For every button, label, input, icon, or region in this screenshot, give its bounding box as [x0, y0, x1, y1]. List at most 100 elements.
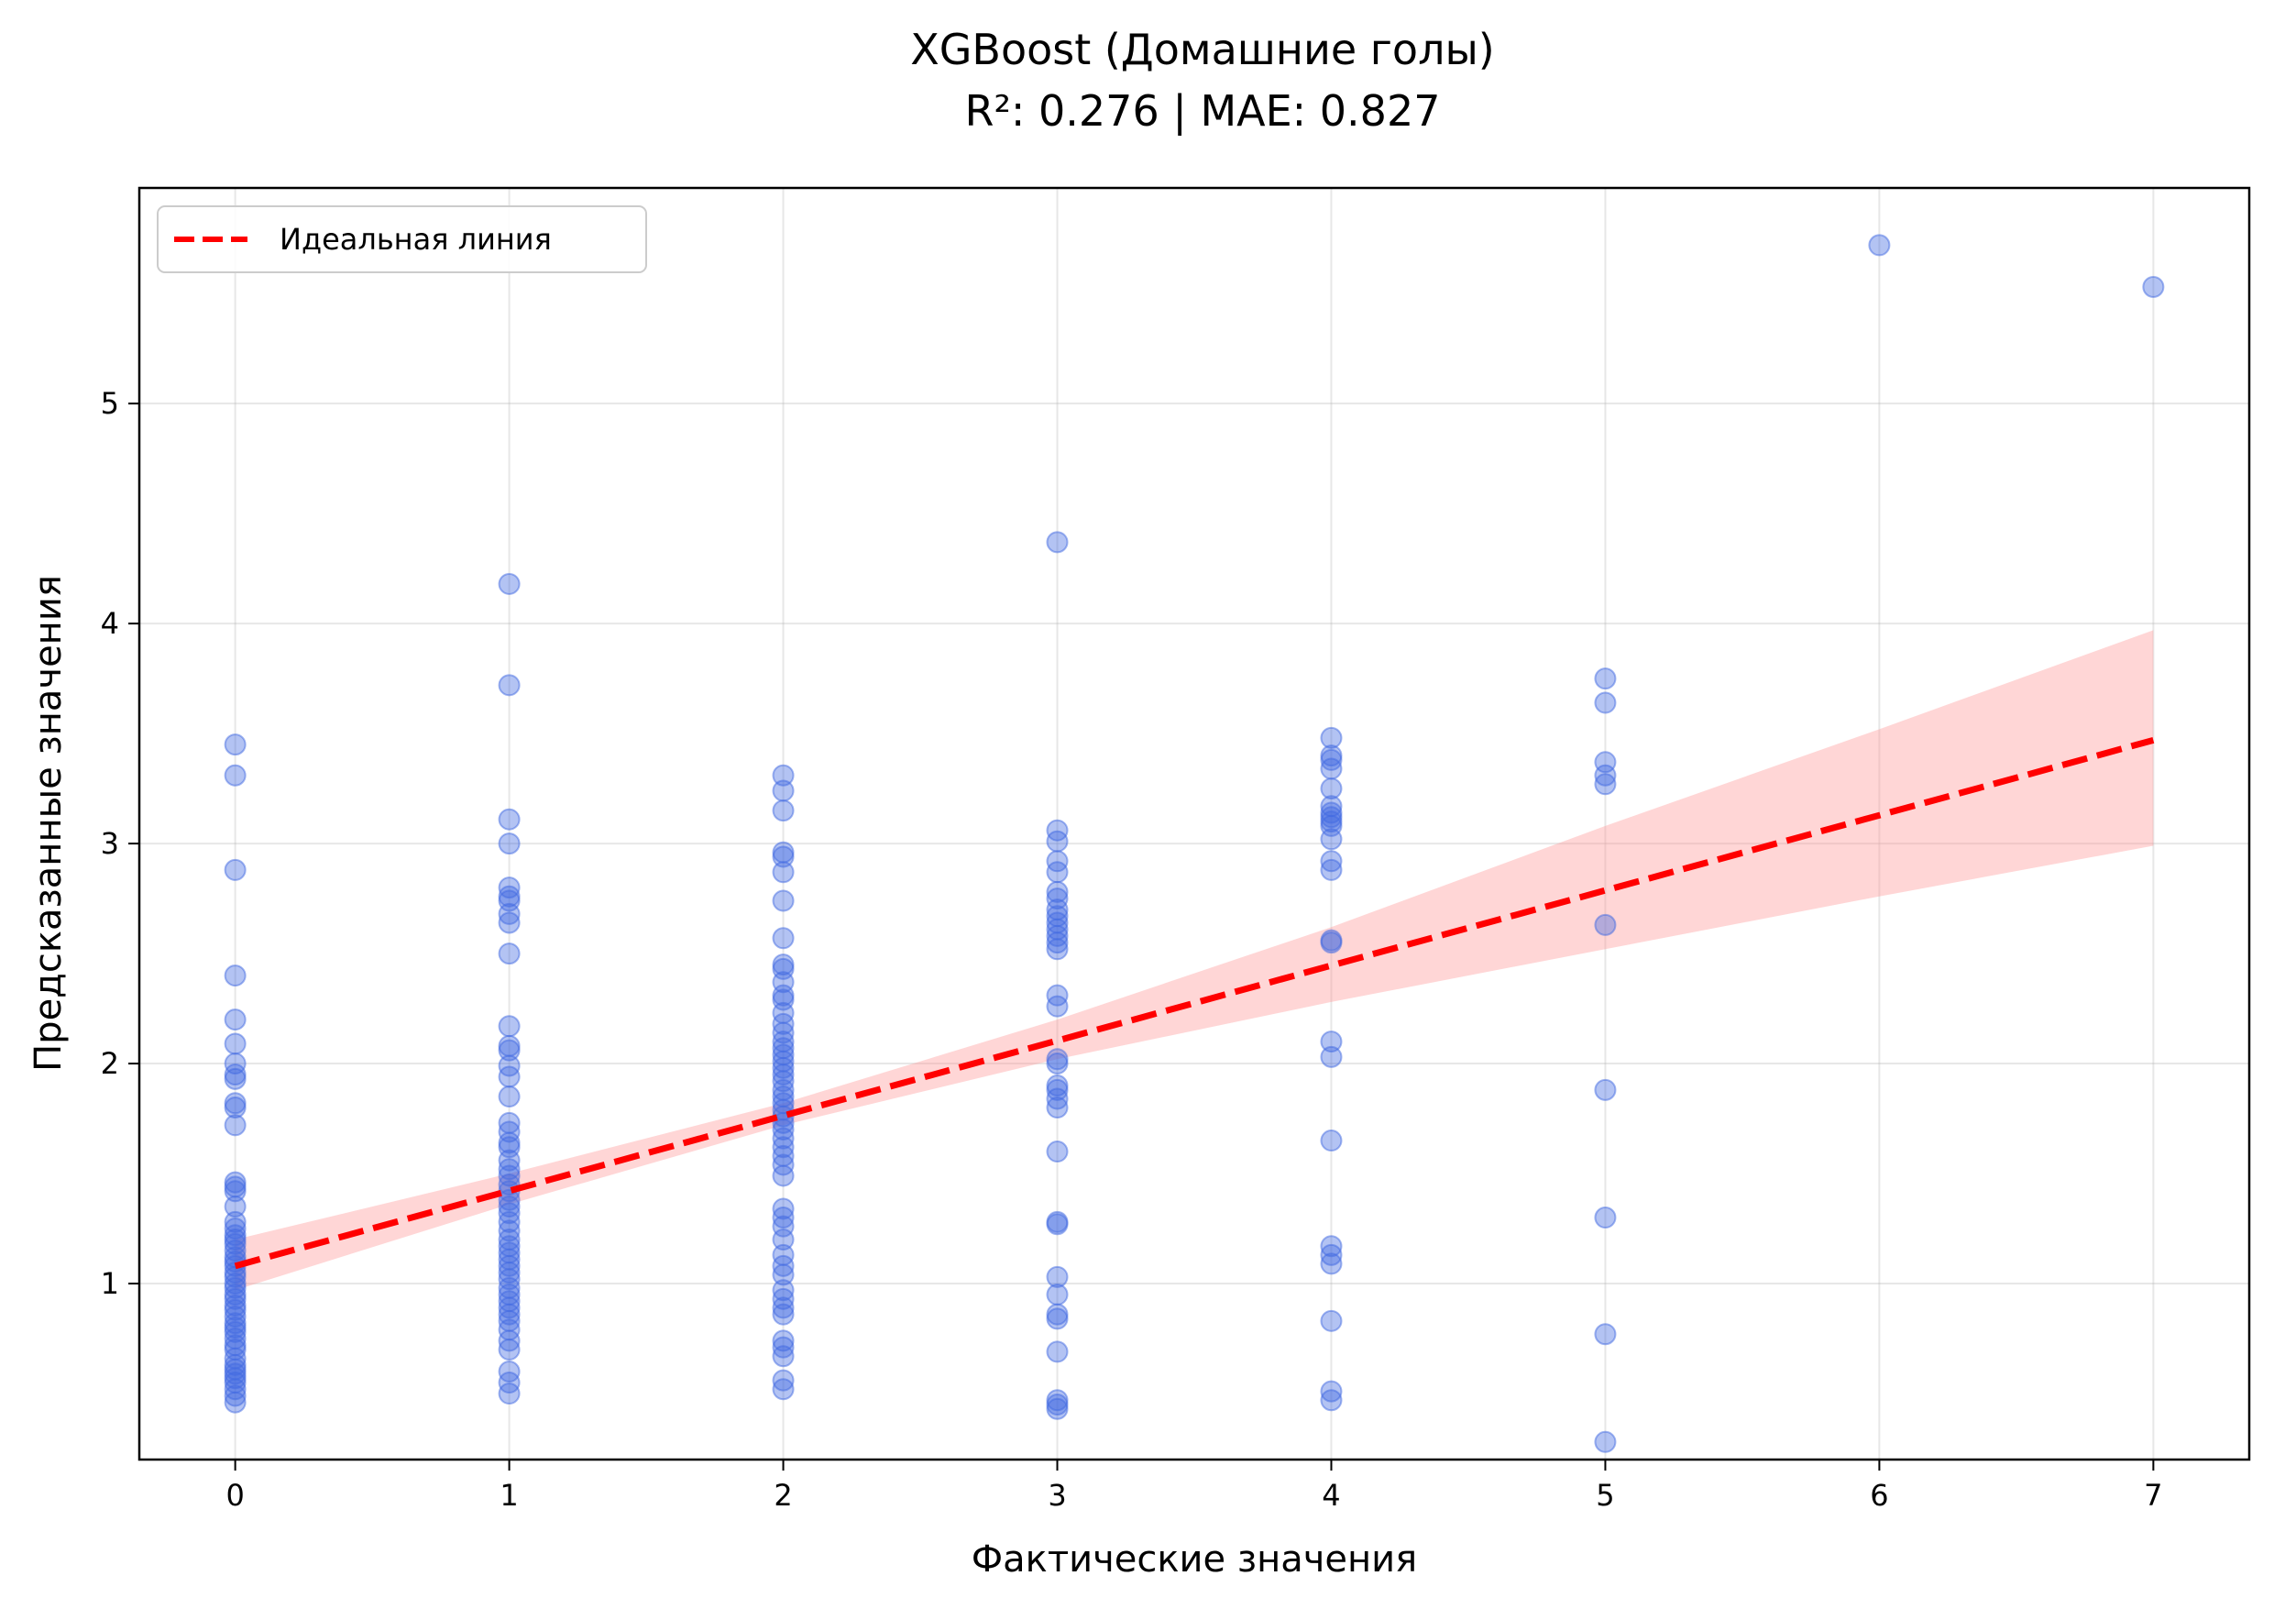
- data-point: [224, 1067, 247, 1090]
- data-point: [498, 808, 521, 831]
- data-point: [498, 1196, 521, 1218]
- data-point: [1320, 858, 1343, 881]
- data-point: [1320, 828, 1343, 851]
- data-point: [498, 1086, 521, 1108]
- ideal-line: [234, 736, 2155, 1270]
- data-point: [772, 1369, 795, 1392]
- data-point: [1594, 1430, 1617, 1453]
- plot-frame: [137, 186, 2251, 1461]
- data-point: [772, 764, 795, 787]
- data-point: [1320, 748, 1343, 771]
- data-point: [772, 1254, 795, 1277]
- data-point: [1046, 1052, 1069, 1075]
- data-point: [224, 1008, 247, 1031]
- data-point: [498, 1329, 521, 1352]
- data-point: [1046, 1284, 1069, 1306]
- data-point: [1320, 1235, 1343, 1258]
- data-point: [2142, 275, 2165, 298]
- data-point: [498, 1149, 521, 1172]
- data-point: [498, 1065, 521, 1088]
- data-point: [224, 858, 247, 881]
- data-point: [498, 1219, 521, 1242]
- data-point: [772, 1127, 795, 1150]
- data-point: [772, 1070, 795, 1093]
- data-point: [498, 572, 521, 595]
- data-point: [1320, 850, 1343, 873]
- data-point: [1046, 931, 1069, 954]
- data-point: [772, 779, 795, 802]
- data-point: [498, 1262, 521, 1284]
- data-point: [1046, 1213, 1069, 1236]
- data-point: [1046, 1078, 1069, 1101]
- confidence-band: [235, 630, 2154, 1291]
- data-point: [1046, 1087, 1069, 1110]
- data-point: [498, 1383, 521, 1405]
- data-point: [224, 764, 247, 787]
- data-point: [498, 1210, 521, 1233]
- x-tick-label: 5: [1596, 1478, 1614, 1513]
- data-point: [1046, 861, 1069, 884]
- legend-label: Идеальная линия: [280, 222, 552, 257]
- legend-box: [157, 205, 647, 273]
- data-point: [498, 902, 521, 925]
- data-point: [772, 1279, 795, 1302]
- data-point: [1594, 1323, 1617, 1346]
- data-point: [498, 1339, 521, 1361]
- data-point: [1320, 726, 1343, 749]
- data-point: [1320, 1252, 1343, 1275]
- y-tick-label: 2: [101, 1046, 119, 1081]
- data-point: [772, 1303, 795, 1326]
- data-point: [772, 1336, 795, 1359]
- data-point: [498, 674, 521, 697]
- data-point: [498, 911, 521, 934]
- data-point: [224, 1097, 247, 1119]
- data-point: [772, 845, 795, 868]
- y-tick-label: 4: [101, 606, 119, 641]
- data-point: [1868, 234, 1891, 257]
- data-point: [772, 1111, 795, 1134]
- data-point: [1046, 830, 1069, 853]
- data-point: [498, 1268, 521, 1291]
- data-point: [772, 1229, 795, 1251]
- x-tick-label: 1: [500, 1478, 518, 1513]
- data-point: [1594, 764, 1617, 787]
- data-point: [772, 1119, 795, 1141]
- data-point: [1594, 913, 1617, 936]
- y-tick-label: 3: [101, 826, 119, 861]
- data-point: [1046, 1307, 1069, 1330]
- data-point: [1046, 531, 1069, 554]
- chart-title: XGBoost (Домашние голы): [910, 25, 1495, 74]
- x-tick-label: 6: [1870, 1478, 1888, 1513]
- data-point: [1320, 1030, 1343, 1053]
- data-point: [1594, 691, 1617, 714]
- data-point: [224, 1196, 247, 1218]
- y-tick-label: 5: [101, 386, 119, 421]
- x-axis-ticks: 0 1 2 3 4 5 6 7: [225, 1460, 2163, 1513]
- data-point: [1320, 1045, 1343, 1068]
- data-point: [498, 1202, 521, 1225]
- data-point: [498, 1039, 521, 1062]
- data-point: [498, 942, 521, 965]
- data-point: [224, 733, 247, 756]
- data-points: [224, 234, 2165, 1453]
- x-tick-label: 3: [1048, 1478, 1066, 1513]
- data-point: [772, 861, 795, 884]
- data-point: [1046, 1097, 1069, 1119]
- data-point: [772, 1378, 795, 1401]
- data-point: [498, 832, 521, 855]
- data-point: [1320, 1380, 1343, 1403]
- data-point: [498, 1164, 521, 1187]
- data-point: [1046, 1340, 1069, 1363]
- ideal-line-path: [234, 736, 2155, 1270]
- x-tick-label: 0: [225, 1478, 244, 1513]
- x-tick-label: 7: [2144, 1478, 2162, 1513]
- data-point: [772, 1197, 795, 1220]
- x-tick-label: 2: [774, 1478, 792, 1513]
- confidence-band-area: [235, 630, 2154, 1291]
- data-point: [1320, 777, 1343, 800]
- data-point: [1320, 1389, 1343, 1412]
- data-point: [772, 1329, 795, 1352]
- x-axis-label: Фактические значения: [972, 1538, 1418, 1581]
- data-point: [1320, 757, 1343, 780]
